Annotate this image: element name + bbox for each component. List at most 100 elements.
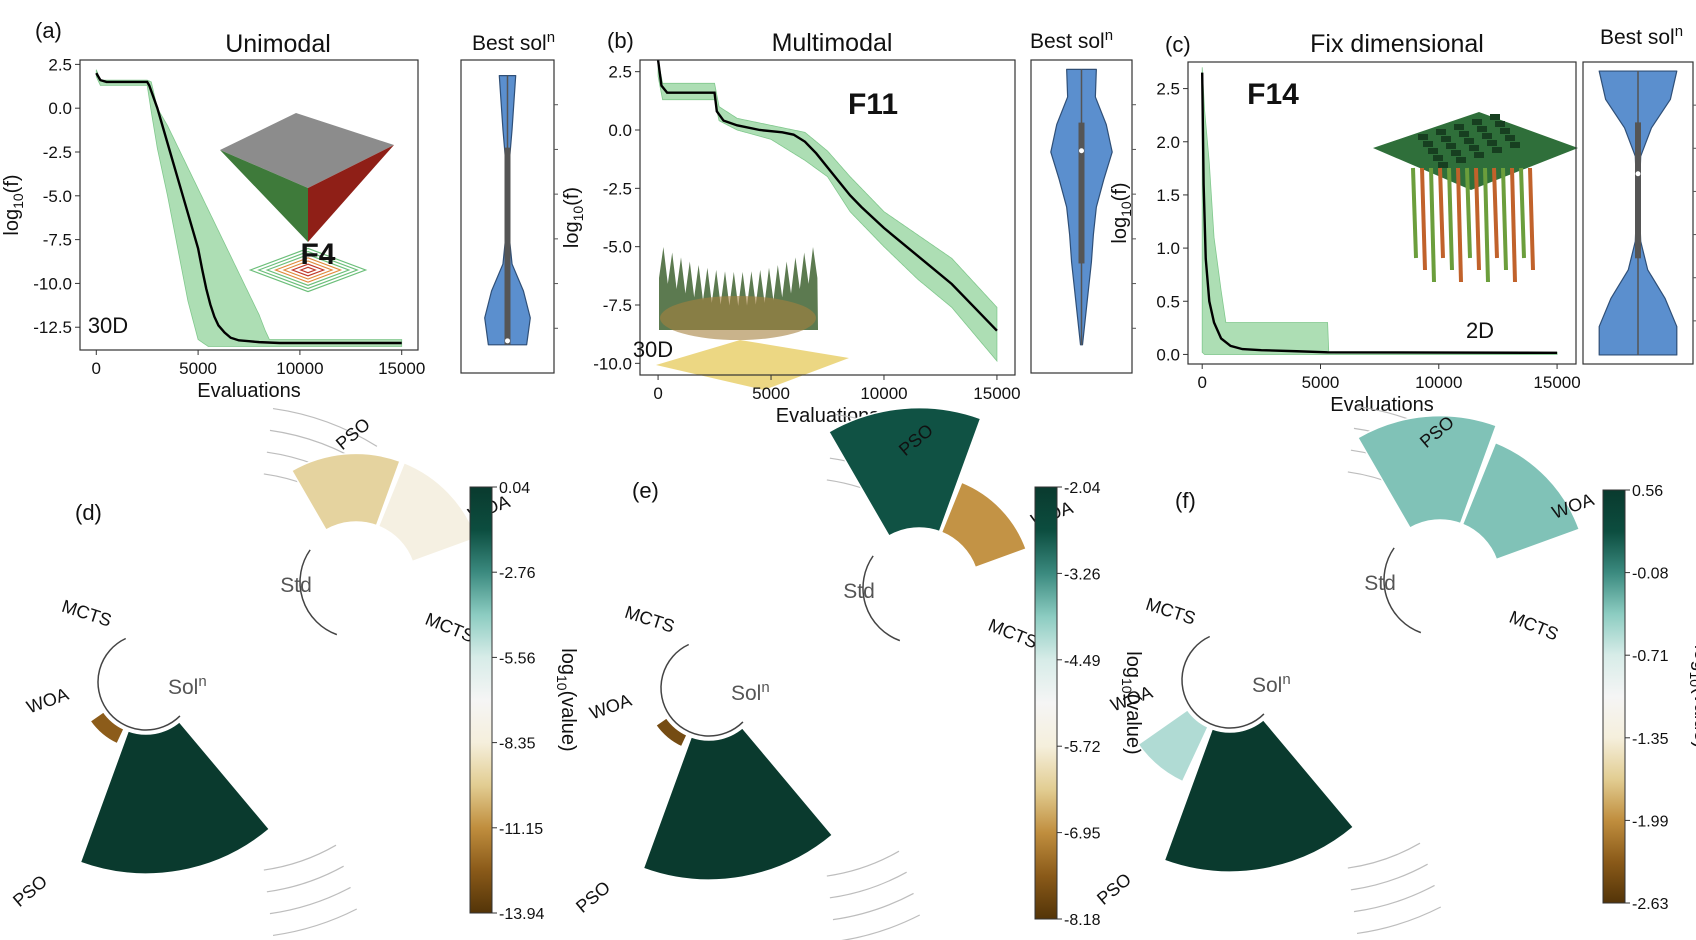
foxhole-spike	[1528, 167, 1535, 271]
plot-frame	[79, 59, 419, 351]
foxhole	[1510, 142, 1520, 148]
foxhole	[1459, 131, 1469, 137]
pyramid-left-face	[220, 150, 308, 242]
y-tick-label: 2.5	[608, 63, 632, 82]
dimension-label: 30D	[88, 313, 128, 338]
std-bar-woa	[1461, 441, 1581, 561]
panel-f: (f)StdPSOWOAMCTSSolnMCTSWOAPSO0.56-0.08-…	[1093, 405, 1696, 935]
contour-ring	[282, 260, 334, 280]
foxhole	[1454, 124, 1464, 130]
x-tick-label: 0	[92, 359, 101, 378]
foxhole-spike	[1519, 167, 1526, 259]
contour-ring	[290, 263, 326, 277]
solution-bar-woa	[1137, 708, 1210, 783]
sol-label-mcts: MCTS	[622, 602, 677, 637]
foxhole	[1451, 150, 1461, 156]
std-band	[95, 69, 403, 347]
y-axis-label: log10(f)	[1109, 182, 1134, 243]
panel-label: (b)	[607, 28, 634, 53]
solution-bar-pso	[1163, 718, 1355, 873]
y-tick-label: -5.0	[603, 238, 632, 257]
solution-bar-woa	[654, 716, 689, 748]
colorbar-tick-label: 0.04	[499, 480, 530, 497]
foxhole-spike	[1411, 167, 1418, 259]
foxhole-spike	[1456, 167, 1463, 283]
dimension-label: 2D	[1466, 318, 1494, 343]
colorbar-tick-label: -11.15	[499, 821, 543, 838]
surface-floor	[656, 340, 849, 390]
chart-title: Unimodal	[225, 30, 331, 58]
y-tick-label: 0.5	[1156, 292, 1180, 311]
foxhole	[1433, 155, 1443, 161]
std-label-pso: PSO	[332, 414, 374, 454]
foxhole-spike	[1429, 167, 1436, 283]
foxhole	[1474, 152, 1484, 158]
function-label: F14	[1247, 78, 1299, 111]
mean-line	[1201, 72, 1558, 355]
x-tick-label: 5000	[179, 359, 217, 378]
y-tick-label: -2.5	[603, 179, 632, 198]
guide-ring	[832, 892, 914, 921]
foxhole	[1436, 129, 1446, 135]
sol-label-mcts: MCTS	[59, 596, 114, 631]
x-tick-label: 15000	[378, 359, 425, 378]
mean-line	[656, 59, 998, 332]
panel-d: (d)StdPSOWOAMCTSSolnMCTSWOAPSO0.04-2.76-…	[9, 407, 579, 937]
foxhole	[1487, 140, 1497, 146]
guide-ring	[826, 850, 900, 877]
y-tick-label: 2.0	[1156, 133, 1180, 152]
violin-frame	[1582, 61, 1694, 365]
std-band	[657, 59, 998, 363]
colorbar-tick-label: -0.08	[1632, 566, 1669, 583]
colorbar-tick-label: -4.49	[1064, 653, 1101, 670]
guide-ring	[1350, 863, 1428, 891]
y-tick-label: 1.0	[1156, 239, 1180, 258]
panel-label: (e)	[632, 478, 659, 503]
guide-ring	[1356, 906, 1442, 935]
y-axis-label: log10(f)	[1, 174, 26, 235]
std-band	[1201, 67, 1558, 355]
colorbar-tick-label: -0.71	[1632, 648, 1669, 665]
guide-ring	[272, 908, 358, 937]
plot-frame	[1187, 61, 1577, 365]
solution-bar-pso	[79, 720, 271, 875]
colorbar-tick-label: -3.26	[1064, 566, 1101, 583]
inset-pyramid-illustration	[220, 113, 394, 293]
std-label-mcts: MCTS	[985, 615, 1040, 653]
violin-box	[1635, 122, 1641, 259]
std-label-mcts: MCTS	[422, 609, 477, 647]
colorbar-label: log10(value)	[1687, 645, 1696, 748]
std-axis-arc	[862, 555, 901, 642]
y-tick-label: 0.0	[608, 121, 632, 140]
y-tick-label: -12.5	[33, 318, 72, 337]
std-bar-pso	[1356, 414, 1498, 530]
colorbar-tick-label: -1.99	[1632, 813, 1669, 830]
foxhole-spike	[1483, 167, 1490, 283]
colorbar-tick-label: 0.56	[1632, 483, 1663, 500]
foxhole	[1469, 145, 1479, 151]
x-tick-label: 0	[1197, 373, 1206, 392]
foxhole-spike	[1438, 167, 1445, 259]
contour-ring	[299, 266, 317, 274]
std-label: Std	[843, 580, 875, 603]
colorbar	[1602, 489, 1626, 904]
foxhole	[1423, 141, 1433, 147]
y-tick-label: 1.5	[1156, 186, 1180, 205]
panel-label: (c)	[1165, 32, 1191, 57]
solution-label: Soln	[168, 673, 207, 699]
foxhole	[1446, 143, 1456, 149]
sol-label-mcts: MCTS	[1143, 594, 1198, 629]
foxhole	[1472, 119, 1482, 125]
y-tick-label: -2.5	[43, 143, 72, 162]
foxhole-spike	[1465, 167, 1472, 259]
violin-frame	[460, 59, 555, 374]
std-label: Std	[280, 574, 312, 597]
foxhole-spike	[1474, 167, 1481, 271]
x-tick-label: 10000	[860, 384, 907, 403]
mean-line	[95, 72, 402, 345]
best-solution-title: Best soln	[1600, 23, 1683, 49]
foxhole-spike	[1420, 167, 1427, 271]
colorbar-tick-label: -1.35	[1632, 731, 1669, 748]
colorbar-tick-label: -2.76	[499, 565, 536, 582]
panel-label: (d)	[75, 500, 102, 525]
